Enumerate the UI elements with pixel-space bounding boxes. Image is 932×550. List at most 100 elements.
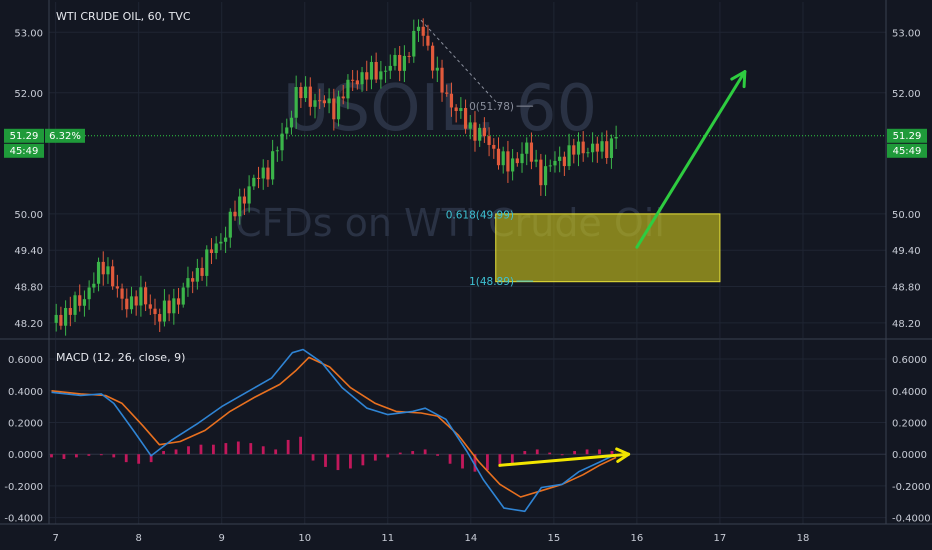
candle-body — [478, 127, 482, 141]
price-y-tick-label-right: 52.00 — [892, 89, 921, 100]
macd-histogram-bar — [187, 446, 190, 455]
candle-body — [431, 45, 435, 71]
candle-body — [511, 158, 515, 172]
pane-frame — [0, 0, 932, 525]
price-badges: 51.29 6.32% 45:49 51.29 45:49 — [4, 128, 927, 158]
candle-body — [336, 96, 341, 120]
candle-body — [143, 287, 148, 305]
macd-histogram-bar — [324, 454, 327, 467]
candle-body — [539, 159, 543, 186]
x-tick-label: 15 — [547, 533, 560, 544]
macd-histogram-bar — [486, 454, 489, 471]
right-price-badge-label: 51.29 — [893, 131, 922, 142]
candle-body — [73, 295, 77, 315]
macd-histogram-bar — [274, 449, 278, 455]
candle-body — [520, 153, 524, 164]
candle-body — [54, 314, 58, 323]
x-tick-label: 17 — [714, 533, 727, 544]
candle-body — [459, 108, 463, 112]
macd-line — [51, 348, 617, 513]
candle-body — [318, 100, 322, 102]
x-tick-label: 10 — [298, 533, 311, 544]
candle-body — [595, 143, 599, 152]
macd-signal-line — [51, 356, 617, 498]
candle-body — [435, 67, 439, 71]
candle-body — [369, 61, 374, 80]
price-y-tick-label-left: 52.00 — [14, 89, 43, 100]
macd-histogram-bar — [585, 449, 589, 455]
macd-histogram-bar — [373, 454, 377, 461]
change-badge-background — [45, 128, 85, 143]
price-y-tick-label-left: 48.20 — [14, 319, 43, 330]
candle-body — [492, 144, 496, 149]
main-pane-overlays: 0(51.78) 0.618(49.99) 1(48.89) — [49, 19, 886, 288]
candle-body — [294, 87, 298, 118]
candle-body — [449, 93, 454, 108]
macd-y-tick-label-right: 0.6000 — [892, 355, 927, 366]
candle-body — [586, 152, 590, 154]
candle-body — [440, 67, 444, 93]
candle-body — [398, 54, 402, 71]
macd-histogram-bar — [510, 454, 514, 464]
macd-histogram-bar — [261, 446, 265, 455]
candle-body — [515, 158, 519, 164]
candle-body — [129, 296, 134, 310]
macd-histogram-bar — [423, 449, 427, 455]
candle-body — [134, 296, 138, 306]
candle-body — [176, 298, 181, 305]
candle-body — [581, 141, 585, 154]
candle-body — [205, 249, 209, 276]
candle-body — [191, 278, 195, 282]
candle-body — [407, 55, 411, 57]
macd-histogram-bar — [610, 451, 614, 455]
candle-body — [572, 145, 576, 155]
candle-body — [242, 196, 247, 204]
x-tick-label: 11 — [381, 533, 394, 544]
candle-body — [327, 98, 331, 104]
candle-body — [101, 261, 105, 275]
candle-body — [576, 141, 581, 155]
macd-histogram-bar — [560, 454, 564, 456]
price-y-tick-label-left: 50.00 — [14, 210, 43, 221]
macd-histogram-bar — [212, 444, 215, 455]
candle-body — [558, 156, 562, 161]
x-tick-label: 14 — [464, 533, 477, 544]
macd-histogram-bar — [548, 452, 552, 455]
candle-body — [379, 71, 383, 80]
candle-body — [416, 26, 421, 31]
candle-body — [393, 54, 397, 66]
candle-body — [463, 108, 468, 129]
candle-body — [322, 100, 327, 104]
macd-histogram-bar — [535, 449, 539, 455]
candle-body — [341, 96, 345, 99]
candle-body — [454, 107, 458, 112]
macd-histogram-bar — [349, 454, 352, 469]
candle-body — [482, 127, 486, 137]
candle-body — [275, 150, 279, 152]
macd-histogram-bar — [523, 451, 527, 455]
candle-body — [426, 35, 430, 46]
left-countdown-badge-label: 45:49 — [10, 146, 39, 157]
candle-body — [609, 138, 614, 158]
right-price-badge-background — [887, 128, 927, 143]
macd-histogram-bar — [461, 454, 464, 469]
candle-body — [525, 142, 529, 154]
macd-histogram-bar — [62, 454, 66, 459]
macd-y-tick-label-right: -0.4000 — [892, 514, 931, 525]
right-countdown-badge-label: 45:49 — [893, 146, 922, 157]
candle-body — [308, 86, 312, 107]
x-tick-label: 18 — [797, 533, 810, 544]
price-y-tick-label-right: 53.00 — [892, 28, 921, 39]
macd-histogram-bar — [174, 449, 178, 455]
macd-histogram-bar — [448, 454, 452, 464]
candle-body — [78, 295, 82, 306]
price-pane-title: WTI CRUDE OIL, 60, TVC — [56, 10, 191, 23]
price-y-tick-label-left: 49.40 — [14, 246, 43, 257]
price-plot — [54, 18, 618, 336]
candle-body — [181, 287, 185, 305]
left-price-badge-background — [4, 128, 44, 143]
candle-body — [96, 261, 101, 284]
macd-y-tick-label-right: 0.2000 — [892, 418, 927, 429]
x-tick-label: 16 — [631, 533, 644, 544]
fib-level-0618-label: 0.618(49.99) — [446, 209, 514, 221]
